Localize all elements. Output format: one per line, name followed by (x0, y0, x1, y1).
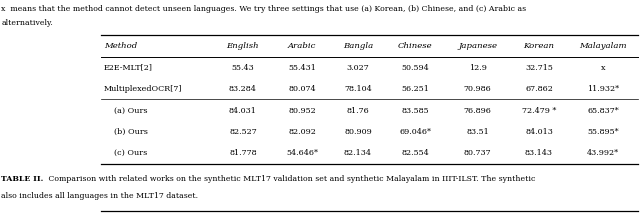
Text: Arabic: Arabic (288, 43, 316, 50)
Text: 78.104: 78.104 (344, 85, 372, 93)
Text: TABLE II.: TABLE II. (1, 175, 44, 184)
Text: Malayalam: Malayalam (579, 43, 627, 50)
Text: 54.646*: 54.646* (286, 149, 318, 157)
Text: x  means that the method cannot detect unseen languages. We try three settings t: x means that the method cannot detect un… (1, 5, 527, 14)
Text: 76.896: 76.896 (464, 107, 492, 114)
Text: 67.862: 67.862 (525, 85, 553, 93)
Text: 80.074: 80.074 (289, 85, 316, 93)
Text: 65.837*: 65.837* (587, 107, 619, 114)
Text: 84.031: 84.031 (229, 107, 257, 114)
Text: 80.909: 80.909 (344, 128, 372, 136)
Text: 82.554: 82.554 (401, 149, 429, 157)
Text: 83.284: 83.284 (229, 85, 257, 93)
Text: (c) Ours: (c) Ours (114, 149, 147, 157)
Text: (a) Ours: (a) Ours (114, 107, 147, 114)
Text: 43.992*: 43.992* (587, 149, 619, 157)
Text: also includes all languages in the MLT17 dataset.: also includes all languages in the MLT17… (1, 192, 198, 200)
Text: 12.9: 12.9 (468, 64, 486, 72)
Text: 83.143: 83.143 (525, 149, 553, 157)
Text: 32.715: 32.715 (525, 64, 553, 72)
Text: 84.013: 84.013 (525, 128, 553, 136)
Text: 81.76: 81.76 (346, 107, 369, 114)
Text: 72.479 *: 72.479 * (522, 107, 556, 114)
Text: 82.092: 82.092 (288, 128, 316, 136)
Text: 81.778: 81.778 (229, 149, 257, 157)
Text: 70.986: 70.986 (464, 85, 492, 93)
Text: Comparison with related works on the synthetic MLT17 validation set and syntheti: Comparison with related works on the syn… (41, 175, 535, 184)
Text: Japanese: Japanese (458, 43, 497, 50)
Text: 55.43: 55.43 (232, 64, 254, 72)
Text: 82.527: 82.527 (229, 128, 257, 136)
Text: 50.594: 50.594 (401, 64, 429, 72)
Text: 69.046*: 69.046* (399, 128, 431, 136)
Text: MultiplexedOCR[7]: MultiplexedOCR[7] (104, 85, 182, 93)
Text: Bangla: Bangla (343, 43, 373, 50)
Text: 55.895*: 55.895* (587, 128, 619, 136)
Text: 56.251: 56.251 (401, 85, 429, 93)
Text: 80.952: 80.952 (288, 107, 316, 114)
Text: 55.431: 55.431 (288, 64, 316, 72)
Text: Method: Method (104, 43, 137, 50)
Text: (b) Ours: (b) Ours (114, 128, 148, 136)
Text: Korean: Korean (524, 43, 554, 50)
Text: Chinese: Chinese (397, 43, 433, 50)
Text: E2E-MLT[2]: E2E-MLT[2] (104, 64, 153, 72)
Text: alternatively.: alternatively. (1, 19, 53, 27)
Text: x: x (601, 64, 605, 72)
Text: English: English (227, 43, 259, 50)
Text: 83.51: 83.51 (467, 128, 489, 136)
Text: 83.585: 83.585 (401, 107, 429, 114)
Text: 11.932*: 11.932* (587, 85, 619, 93)
Text: 82.134: 82.134 (344, 149, 372, 157)
Text: 3.027: 3.027 (346, 64, 369, 72)
Text: 80.737: 80.737 (464, 149, 492, 157)
